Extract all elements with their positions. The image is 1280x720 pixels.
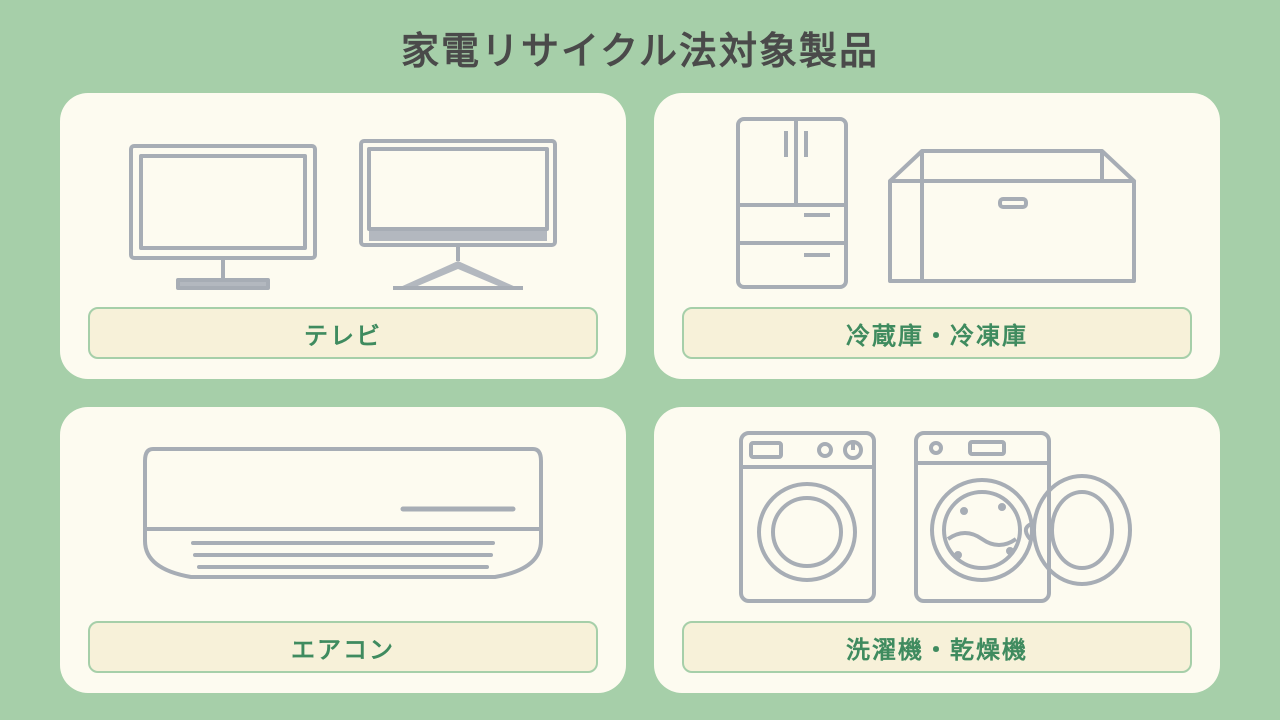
card-tv: テレビ bbox=[60, 93, 626, 379]
card-label: 洗濯機・乾燥機 bbox=[682, 621, 1192, 673]
tv-flat-icon bbox=[123, 138, 323, 293]
illustration-row bbox=[682, 113, 1192, 293]
card-washer: 洗濯機・乾燥機 bbox=[654, 407, 1220, 693]
washing-machine-icon bbox=[735, 427, 880, 607]
card-grid: テレビ bbox=[60, 93, 1220, 693]
chest-freezer-icon bbox=[882, 143, 1142, 293]
air-conditioner-icon bbox=[133, 437, 553, 597]
illustration-row bbox=[682, 427, 1192, 607]
card-aircon: エアコン bbox=[60, 407, 626, 693]
page: 家電リサイクル法対象製品 bbox=[0, 0, 1280, 720]
illustration-row bbox=[88, 427, 598, 607]
tv-monitor-icon bbox=[353, 133, 563, 293]
card-fridge: 冷蔵庫・冷凍庫 bbox=[654, 93, 1220, 379]
card-label: 冷蔵庫・冷凍庫 bbox=[682, 307, 1192, 359]
card-label: エアコン bbox=[88, 621, 598, 673]
dryer-open-icon bbox=[910, 427, 1140, 607]
page-title: 家電リサイクル法対象製品 bbox=[401, 20, 879, 75]
card-label: テレビ bbox=[88, 307, 598, 359]
refrigerator-icon bbox=[732, 113, 852, 293]
illustration-row bbox=[88, 113, 598, 293]
